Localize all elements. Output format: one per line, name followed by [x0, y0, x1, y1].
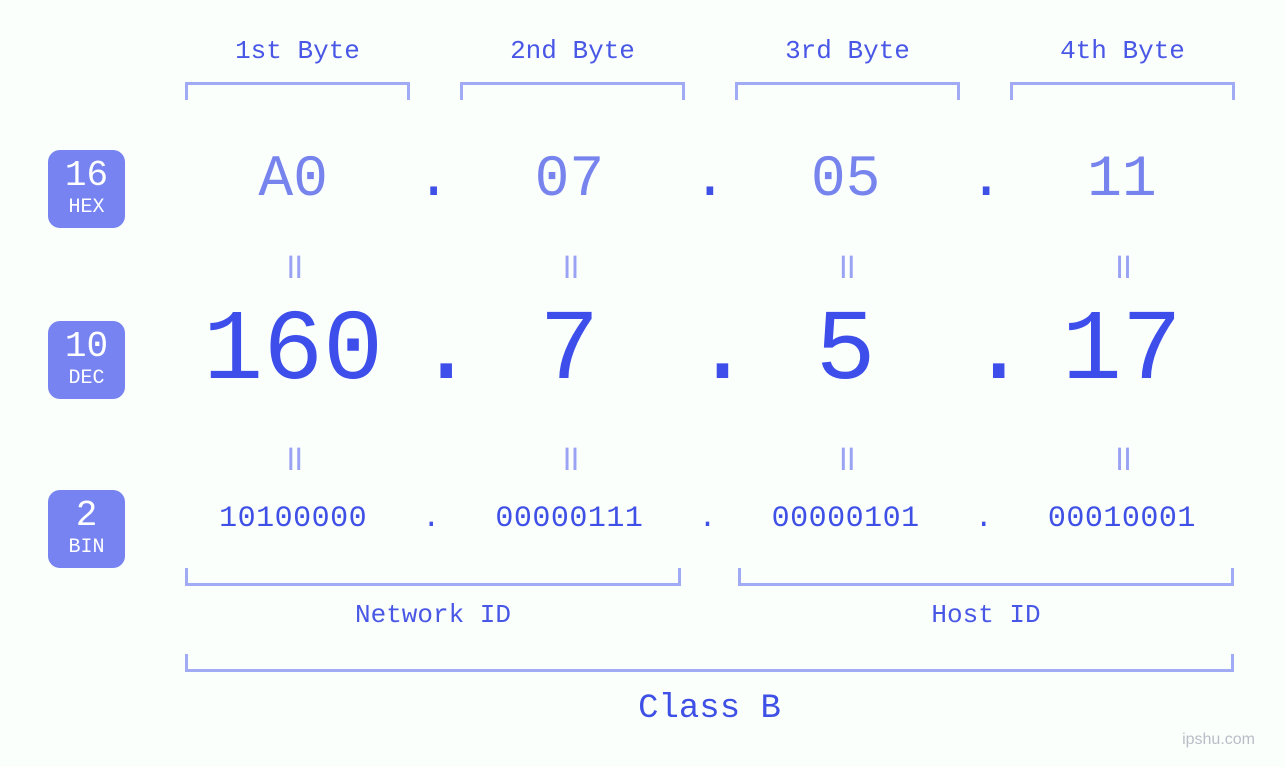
equals-icon: ॥: [446, 240, 692, 289]
byte-bracket-3: [735, 82, 960, 100]
class-bracket: [185, 654, 1234, 672]
equals-icon: ॥: [723, 432, 969, 481]
separator-icon: .: [416, 502, 446, 536]
separator-icon: .: [416, 148, 446, 213]
badge-hex-label: HEX: [48, 196, 125, 220]
dec-byte-1: 160: [170, 296, 416, 409]
byte-label-4: 4th Byte: [1010, 36, 1235, 66]
badge-dec-label: DEC: [48, 367, 125, 391]
separator-icon: .: [693, 148, 723, 213]
separator-icon: .: [693, 502, 723, 536]
row-bin: 10100000 . 00000111 . 00000101 . 0001000…: [170, 502, 1245, 536]
byte-bracket-2: [460, 82, 685, 100]
dec-byte-2: 7: [446, 296, 692, 409]
badge-bin-number: 2: [48, 498, 125, 534]
hex-byte-3: 05: [723, 148, 969, 213]
byte-label-2: 2nd Byte: [460, 36, 685, 66]
host-id-label: Host ID: [738, 600, 1234, 630]
equals-row-2: ॥ ॥ ॥ ॥: [170, 432, 1245, 481]
hex-byte-1: A0: [170, 148, 416, 213]
hex-byte-2: 07: [446, 148, 692, 213]
class-label: Class B: [185, 690, 1234, 728]
bin-byte-3: 00000101: [723, 502, 969, 536]
badge-hex: 16 HEX: [48, 150, 125, 228]
hex-byte-4: 11: [999, 148, 1245, 213]
row-dec: 160 . 7 . 5 . 17: [170, 296, 1245, 409]
network-id-bracket: [185, 568, 681, 586]
ip-diagram: 1st Byte 2nd Byte 3rd Byte 4th Byte 16 H…: [0, 0, 1285, 767]
separator-icon: .: [693, 296, 723, 409]
row-hex: A0 . 07 . 05 . 11: [170, 148, 1245, 213]
host-id-bracket: [738, 568, 1234, 586]
equals-icon: ॥: [446, 432, 692, 481]
equals-row-1: ॥ ॥ ॥ ॥: [170, 240, 1245, 289]
dec-byte-4: 17: [999, 296, 1245, 409]
byte-label-1: 1st Byte: [185, 36, 410, 66]
badge-hex-number: 16: [48, 158, 125, 194]
equals-icon: ॥: [723, 240, 969, 289]
badge-dec-number: 10: [48, 329, 125, 365]
separator-icon: .: [416, 296, 446, 409]
byte-label-3: 3rd Byte: [735, 36, 960, 66]
equals-icon: ॥: [999, 240, 1245, 289]
watermark: ipshu.com: [1182, 731, 1255, 749]
separator-icon: .: [969, 502, 999, 536]
equals-icon: ॥: [170, 240, 416, 289]
bin-byte-2: 00000111: [446, 502, 692, 536]
badge-dec: 10 DEC: [48, 321, 125, 399]
badge-bin-label: BIN: [48, 536, 125, 560]
badge-bin: 2 BIN: [48, 490, 125, 568]
bin-byte-4: 00010001: [999, 502, 1245, 536]
bin-byte-1: 10100000: [170, 502, 416, 536]
separator-icon: .: [969, 148, 999, 213]
byte-bracket-1: [185, 82, 410, 100]
separator-icon: .: [969, 296, 999, 409]
equals-icon: ॥: [170, 432, 416, 481]
equals-icon: ॥: [999, 432, 1245, 481]
network-id-label: Network ID: [185, 600, 681, 630]
dec-byte-3: 5: [723, 296, 969, 409]
byte-bracket-4: [1010, 82, 1235, 100]
